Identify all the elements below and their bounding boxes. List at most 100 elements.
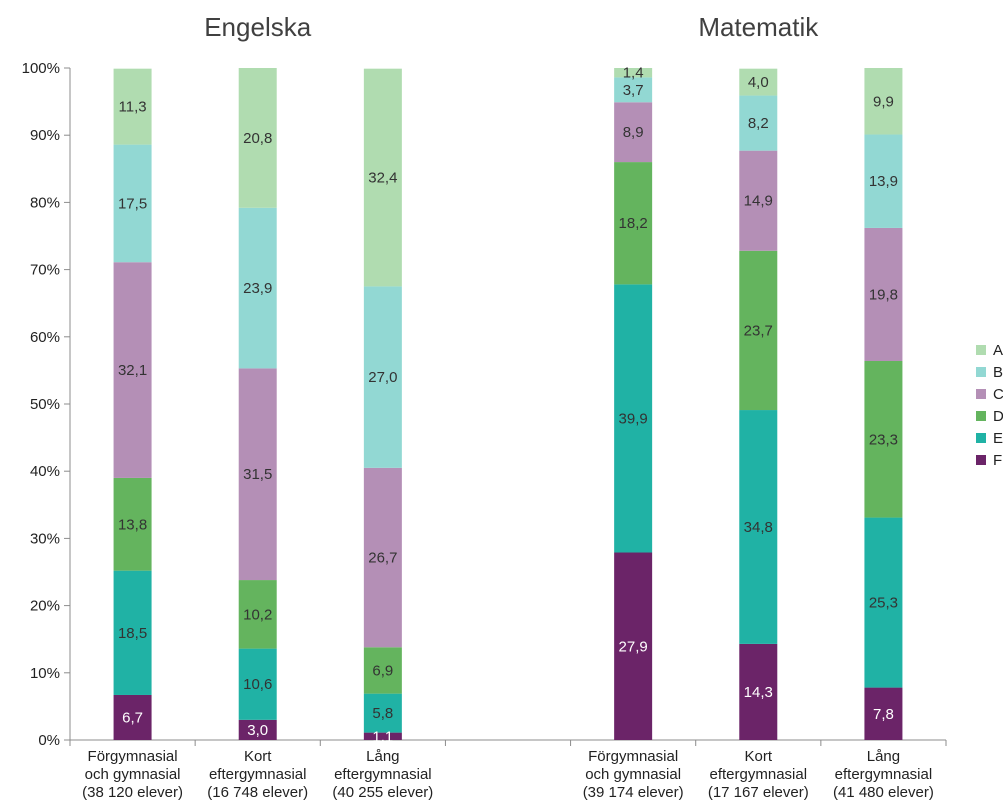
data-label: 11,3 xyxy=(119,99,147,116)
x-category-label: (41 480 elever) xyxy=(833,784,934,801)
legend-label-a: A xyxy=(993,342,1003,359)
bar-segment-d xyxy=(363,647,402,694)
data-label: 4,0 xyxy=(748,74,769,91)
bar-segment-c xyxy=(113,262,152,478)
bar-segment-c xyxy=(238,368,277,581)
x-category-label: Kort xyxy=(745,748,773,765)
bar-segment-b xyxy=(739,95,778,151)
group-title: Matematik xyxy=(698,12,819,42)
bar-segment-a xyxy=(739,68,778,96)
data-label: 27,0 xyxy=(368,369,397,386)
x-category-label: (17 167 elever) xyxy=(708,784,809,801)
y-tick-label: 80% xyxy=(30,194,60,211)
data-label: 18,5 xyxy=(118,625,147,642)
bar-segment-b xyxy=(864,134,903,228)
legend-swatch-d xyxy=(976,411,986,421)
x-category-label: och gymnasial xyxy=(585,766,681,783)
bar-segment-a xyxy=(238,68,277,208)
x-category-label: Lång xyxy=(366,748,399,765)
data-label: 31,5 xyxy=(243,466,272,483)
data-label: 25,3 xyxy=(869,595,898,612)
data-label: 18,2 xyxy=(619,215,648,232)
bar-segment-d xyxy=(864,360,903,518)
data-label: 1,4 xyxy=(623,65,644,82)
bar-segment-e xyxy=(739,410,778,644)
data-label: 23,9 xyxy=(243,280,272,297)
data-label: 34,8 xyxy=(744,519,773,536)
data-label: 39,9 xyxy=(619,410,648,427)
data-label: 1,1 xyxy=(372,728,393,745)
data-label: 23,7 xyxy=(744,322,773,339)
bar-segment-a xyxy=(864,68,903,135)
data-label: 27,9 xyxy=(619,638,648,655)
legend-label-e: E xyxy=(993,430,1003,447)
data-label: 8,9 xyxy=(623,124,644,141)
data-label: 8,2 xyxy=(748,115,769,132)
bar-segment-e xyxy=(113,570,152,695)
legend-label-c: C xyxy=(993,386,1003,403)
bar-segment-b xyxy=(238,207,277,369)
data-label: 6,7 xyxy=(122,709,143,726)
legend-swatch-b xyxy=(976,367,986,377)
y-tick-label: 50% xyxy=(30,396,60,413)
y-tick-label: 30% xyxy=(30,530,60,547)
data-label: 13,8 xyxy=(118,516,147,533)
x-category-label: eftergymnasial xyxy=(334,766,432,783)
x-category-label: (38 120 elever) xyxy=(82,784,183,801)
x-category-label: (16 748 elever) xyxy=(207,784,308,801)
bar-segment-b xyxy=(113,144,152,263)
y-tick-label: 100% xyxy=(22,60,60,77)
titles-layer: Engelska Matematik xyxy=(204,12,819,42)
x-category-label: Förgymnasial xyxy=(588,748,678,765)
y-tick-label: 20% xyxy=(30,598,60,615)
legend-label-d: D xyxy=(993,408,1003,425)
legend-label-b: B xyxy=(993,364,1003,381)
group-title: Engelska xyxy=(204,12,311,42)
x-category-label: (40 255 elever) xyxy=(332,784,433,801)
x-category-label: eftergymnasial xyxy=(710,766,808,783)
data-label: 5,8 xyxy=(372,705,393,722)
axis-layer: 0% 10% 20% 30% 40% 50% 60% 70% 80% 90% 100% Förgymn… xyxy=(22,60,947,801)
data-label: 32,4 xyxy=(368,170,397,187)
data-label: 7,8 xyxy=(873,706,894,723)
x-category-label: eftergymnasial xyxy=(209,766,307,783)
bar-segment-a xyxy=(113,68,152,145)
x-category-label: eftergymnasial xyxy=(835,766,933,783)
data-label: 10,6 xyxy=(243,676,272,693)
data-label: 6,9 xyxy=(372,662,393,679)
bar-segment-f xyxy=(739,643,778,740)
bar-segment-c xyxy=(864,227,903,361)
bar-segment-e xyxy=(864,517,903,688)
bar-segment-d xyxy=(739,250,778,411)
data-label: 17,5 xyxy=(118,195,147,212)
data-label: 3,7 xyxy=(623,82,644,99)
bar-segment-c xyxy=(363,467,402,648)
bar-segment-a xyxy=(363,68,402,287)
bar-segment-d xyxy=(238,580,277,649)
legend-label-f: F xyxy=(993,452,1002,469)
y-tick-label: 70% xyxy=(30,262,60,279)
bar-segment-d xyxy=(614,162,653,285)
data-label: 26,7 xyxy=(368,550,397,567)
data-label: 3,0 xyxy=(247,722,268,739)
bar-segment-d xyxy=(113,477,152,571)
legend-swatch-e xyxy=(976,433,986,443)
bar-segment-a xyxy=(614,68,653,78)
bar-segment-c xyxy=(614,102,653,163)
data-label: 10,2 xyxy=(243,606,272,623)
y-tick-label: 10% xyxy=(30,665,60,682)
bar-segment-e xyxy=(614,284,653,553)
y-tick-label: 0% xyxy=(38,732,60,749)
bar-segment-f xyxy=(363,732,402,740)
data-label: 23,3 xyxy=(869,431,898,448)
data-label: 9,9 xyxy=(873,93,894,110)
bar-segment-f xyxy=(238,719,277,740)
bar-segment-f xyxy=(113,694,152,740)
x-category-label: Lång xyxy=(867,748,900,765)
bar-segment-f xyxy=(614,552,653,740)
labels-layer: 6,7 18,5 13,8 32,1 17,5 11,3 3,0 10,6 10,2 31,5 23… xyxy=(118,65,898,746)
data-label: 32,1 xyxy=(118,362,147,379)
legend-swatch-c xyxy=(976,389,986,399)
